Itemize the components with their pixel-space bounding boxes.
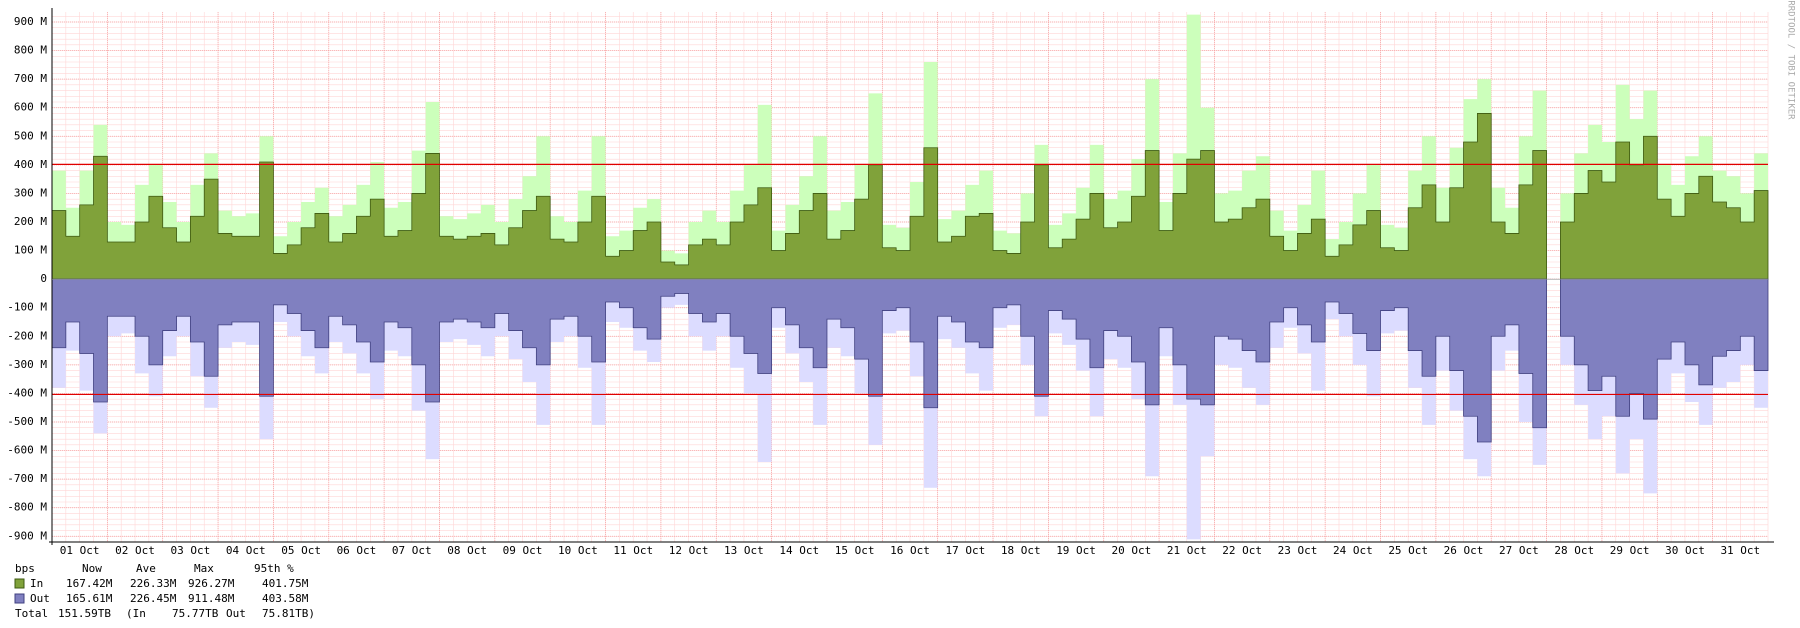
x-tick-label: 09 Oct bbox=[503, 544, 543, 557]
overlay: -900 M -800 M -700 M -600 M -500 M -400 M -300… bbox=[7, 8, 1774, 620]
legend-stat: 403.58M bbox=[262, 592, 309, 605]
x-tick-label: 14 Oct bbox=[779, 544, 819, 557]
legend-stat: 926.27M bbox=[188, 577, 235, 590]
legend-header: Ave bbox=[136, 562, 156, 575]
legend-stat: 911.48M bbox=[188, 592, 235, 605]
x-tick-label: 21 Oct bbox=[1167, 544, 1207, 557]
area-series bbox=[52, 14, 1768, 280]
y-tick-label: 800 M bbox=[14, 44, 47, 57]
x-tick-label: 12 Oct bbox=[669, 544, 709, 557]
y-tick-label: 900 M bbox=[14, 15, 47, 28]
x-tick-label: 28 Oct bbox=[1554, 544, 1594, 557]
legend-stat: 226.33M bbox=[130, 577, 177, 590]
y-tick-label: -100 M bbox=[7, 301, 47, 314]
y-tick-label: -400 M bbox=[7, 386, 47, 399]
legend-header: bps bbox=[15, 562, 35, 575]
plot-area bbox=[51, 14, 1769, 540]
area-series bbox=[51, 278, 1769, 443]
x-tick-label: 03 Oct bbox=[171, 544, 211, 557]
x-tick-label: 27 Oct bbox=[1499, 544, 1539, 557]
x-tick-label: 30 Oct bbox=[1665, 544, 1705, 557]
x-tick-label: 04 Oct bbox=[226, 544, 266, 557]
y-tick-label: -200 M bbox=[7, 329, 47, 342]
x-tick-label: 15 Oct bbox=[835, 544, 875, 557]
x-tick-label: 11 Oct bbox=[613, 544, 653, 557]
legend-stat: 167.42M bbox=[66, 577, 113, 590]
x-tick-label: 05 Oct bbox=[281, 544, 321, 557]
x-tick-label: 16 Oct bbox=[890, 544, 930, 557]
legend-swatch bbox=[14, 578, 25, 589]
x-tick-label: 01 Oct bbox=[60, 544, 100, 557]
y-tick-label: -500 M bbox=[7, 415, 47, 428]
legend-name: Out bbox=[30, 592, 50, 605]
x-tick-label: 31 Oct bbox=[1720, 544, 1760, 557]
legend-total: 151.59TB bbox=[58, 607, 111, 620]
area-series bbox=[52, 279, 1768, 540]
x-tick-label: 07 Oct bbox=[392, 544, 432, 557]
x-tick-label: 08 Oct bbox=[447, 544, 487, 557]
legend-swatch bbox=[14, 593, 25, 604]
y-tick-label: 0 bbox=[40, 272, 47, 285]
y-tick-label: -800 M bbox=[7, 501, 47, 514]
x-tick-label: 29 Oct bbox=[1610, 544, 1650, 557]
x-tick-label: 13 Oct bbox=[724, 544, 764, 557]
area-series bbox=[51, 113, 1769, 280]
x-tick-label: 20 Oct bbox=[1112, 544, 1152, 557]
x-tick-label: 25 Oct bbox=[1388, 544, 1428, 557]
legend-header: Now bbox=[82, 562, 102, 575]
y-tick-label: 300 M bbox=[14, 186, 47, 199]
x-tick-label: 06 Oct bbox=[337, 544, 377, 557]
legend-total: 75.81TB) bbox=[262, 607, 315, 620]
x-tick-label: 10 Oct bbox=[558, 544, 598, 557]
legend-total: Total bbox=[15, 607, 48, 620]
x-tick-label: 24 Oct bbox=[1333, 544, 1373, 557]
legend-name: In bbox=[30, 577, 43, 590]
legend-stat: 401.75M bbox=[262, 577, 309, 590]
side-text: RRDTOOL / TOBI OETIKER bbox=[1786, 0, 1796, 120]
y-tick-label: 100 M bbox=[14, 244, 47, 257]
y-tick-label: 400 M bbox=[14, 158, 47, 171]
y-tick-label: -300 M bbox=[7, 358, 47, 371]
y-tick-label: 200 M bbox=[14, 215, 47, 228]
x-tick-label: 23 Oct bbox=[1278, 544, 1318, 557]
legend-total: 75.77TB bbox=[172, 607, 219, 620]
x-tick-label: 19 Oct bbox=[1056, 544, 1096, 557]
x-tick-label: 26 Oct bbox=[1444, 544, 1484, 557]
y-tick-label: 700 M bbox=[14, 72, 47, 85]
y-tick-label: -700 M bbox=[7, 472, 47, 485]
x-tick-label: 02 Oct bbox=[115, 544, 155, 557]
y-tick-label: -600 M bbox=[7, 444, 47, 457]
legend-header: Max bbox=[194, 562, 214, 575]
legend-total: Out bbox=[226, 607, 246, 620]
x-tick-label: 18 Oct bbox=[1001, 544, 1041, 557]
legend-stat: 165.61M bbox=[66, 592, 113, 605]
x-tick-label: 22 Oct bbox=[1222, 544, 1262, 557]
legend-header: 95th % bbox=[254, 562, 294, 575]
y-tick-label: 500 M bbox=[14, 129, 47, 142]
legend-stat: 226.45M bbox=[130, 592, 177, 605]
legend-total: (In bbox=[126, 607, 146, 620]
y-tick-label: 600 M bbox=[14, 101, 47, 114]
x-tick-label: 17 Oct bbox=[945, 544, 985, 557]
y-tick-label: -900 M bbox=[7, 529, 47, 542]
